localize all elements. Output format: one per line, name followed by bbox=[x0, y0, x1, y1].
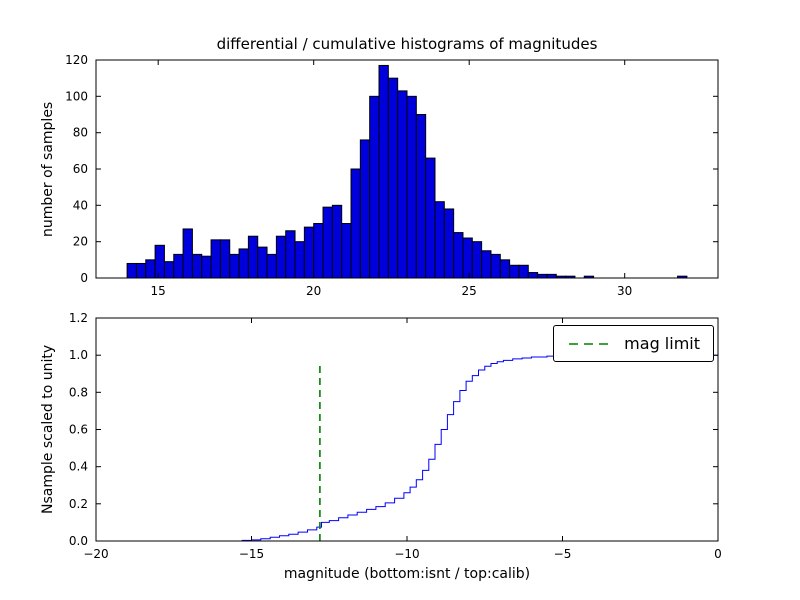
histogram-bar bbox=[397, 90, 408, 279]
y-tick-label: 80 bbox=[73, 126, 88, 140]
histogram-bar bbox=[350, 168, 361, 279]
y-tick-label: 60 bbox=[73, 162, 88, 176]
y-tick-label: 0.8 bbox=[69, 385, 88, 399]
histogram-bar bbox=[425, 157, 436, 279]
histogram-bar bbox=[313, 223, 324, 279]
histogram-bar bbox=[434, 201, 445, 279]
histogram-bar bbox=[275, 235, 287, 279]
histogram-bar bbox=[453, 232, 464, 279]
top-histogram: 15 20 25 30 0 20 40 60 80 100 120 bbox=[65, 53, 719, 298]
x-tick-label: 0 bbox=[714, 547, 722, 561]
histogram-bar bbox=[303, 226, 315, 279]
histogram-bar bbox=[145, 259, 156, 279]
histogram-bar bbox=[537, 273, 548, 279]
x-tick-label: −5 bbox=[554, 547, 572, 561]
histogram-bar bbox=[154, 244, 165, 279]
histogram-bar bbox=[471, 241, 483, 279]
histogram-bar bbox=[490, 253, 501, 279]
histogram-bar bbox=[173, 253, 184, 279]
histogram-bar bbox=[266, 253, 277, 279]
bottom-y-axis-label: Nsample scaled to unity bbox=[40, 344, 56, 515]
histogram-bar bbox=[387, 77, 399, 279]
legend-dash-icon bbox=[569, 342, 610, 345]
histogram-bar bbox=[406, 95, 417, 279]
x-tick-label: −10 bbox=[394, 547, 419, 561]
y-tick-label: 0.0 bbox=[69, 534, 88, 548]
y-tick-label: 40 bbox=[73, 198, 88, 212]
histogram-bar bbox=[322, 206, 333, 279]
histogram-bar bbox=[481, 250, 492, 279]
histogram-bar bbox=[163, 261, 175, 279]
histogram-bar bbox=[499, 259, 511, 279]
y-tick-label: 0 bbox=[80, 271, 88, 285]
histogram-bar bbox=[527, 272, 539, 279]
histogram-bar bbox=[415, 114, 427, 279]
cumulative-step-line bbox=[96, 354, 718, 542]
x-tick-label: 25 bbox=[462, 284, 477, 298]
histogram-bar bbox=[341, 223, 352, 279]
legend: mag limit bbox=[553, 325, 714, 362]
y-tick-label: 0.6 bbox=[69, 423, 88, 437]
histogram-bar bbox=[135, 262, 147, 279]
x-tick-label: −20 bbox=[83, 547, 108, 561]
histogram-bar bbox=[285, 230, 296, 279]
histogram-bar bbox=[331, 204, 343, 279]
x-axis-label: magnitude (bottom:isnt / top:calib) bbox=[283, 566, 531, 582]
histogram-bar bbox=[378, 64, 389, 279]
histogram-bar bbox=[126, 262, 137, 279]
y-tick-label: 100 bbox=[65, 89, 88, 103]
histogram-bar bbox=[229, 253, 240, 279]
x-tick-label: 30 bbox=[617, 284, 632, 298]
histogram-bar bbox=[546, 273, 557, 279]
x-tick-label: 15 bbox=[151, 284, 166, 298]
histogram-bar bbox=[369, 95, 380, 279]
histogram-bar bbox=[247, 235, 259, 279]
histogram-bar bbox=[191, 253, 203, 279]
y-tick-label: 120 bbox=[65, 53, 88, 67]
legend-label: mag limit bbox=[624, 334, 700, 353]
chart-title: differential / cumulative histograms of … bbox=[216, 35, 598, 53]
histogram-bar bbox=[518, 264, 529, 279]
histogram-bar bbox=[294, 241, 305, 279]
histogram-bar bbox=[443, 208, 455, 279]
bottom-cumulative-plot: −20 −15 −10 −5 0 0.0 0.2 0.4 0.6 0.8 1.0 1.2 bbox=[69, 311, 722, 561]
histogram-bar bbox=[359, 139, 371, 279]
top-y-axis-label: number of samples bbox=[40, 101, 56, 237]
histogram-bar bbox=[201, 255, 212, 279]
x-tick-label: 20 bbox=[306, 284, 321, 298]
y-tick-label: 1.0 bbox=[69, 348, 88, 362]
y-tick-label: 0.2 bbox=[69, 497, 88, 511]
histogram-bar bbox=[462, 237, 473, 279]
histogram-bar bbox=[257, 246, 268, 279]
y-tick-label: 0.4 bbox=[69, 460, 88, 474]
y-tick-label: 20 bbox=[73, 235, 88, 249]
histogram-bar bbox=[509, 264, 520, 279]
histogram-bar bbox=[238, 248, 249, 279]
histogram-bar bbox=[182, 228, 193, 279]
x-tick-label: −15 bbox=[239, 547, 264, 561]
histogram-bar bbox=[219, 239, 231, 279]
y-tick-label: 1.2 bbox=[69, 311, 88, 325]
histogram-bar bbox=[210, 239, 221, 279]
